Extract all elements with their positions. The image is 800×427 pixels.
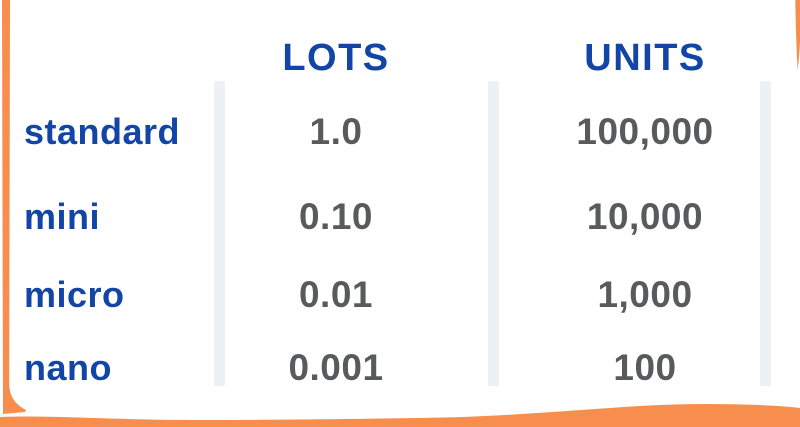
row-label-mini: mini — [24, 196, 101, 237]
lots-value-standard: 1.0 — [309, 111, 363, 152]
top-right-border-sliver — [795, 0, 800, 70]
column-header-lots: LOTS — [282, 37, 390, 79]
units-value-nano: 100 — [613, 347, 677, 388]
column-separator-3 — [760, 81, 771, 386]
left-border-stroke — [2, 0, 26, 414]
lots-value-mini: 0.10 — [298, 196, 373, 237]
column-separator-2 — [488, 81, 499, 386]
units-value-micro: 1,000 — [597, 274, 693, 315]
row-label-micro: micro — [24, 274, 125, 315]
units-value-standard: 100,000 — [576, 111, 714, 152]
units-value-mini: 10,000 — [586, 196, 704, 237]
row-label-standard: standard — [24, 111, 181, 152]
lots-value-micro: 0.01 — [298, 274, 373, 315]
column-separator-1 — [214, 81, 225, 386]
bottom-wave-band — [0, 403, 800, 427]
column-header-units: UNITS — [584, 37, 706, 79]
row-label-nano: nano — [24, 347, 112, 388]
lots-value-nano: 0.001 — [288, 347, 384, 388]
